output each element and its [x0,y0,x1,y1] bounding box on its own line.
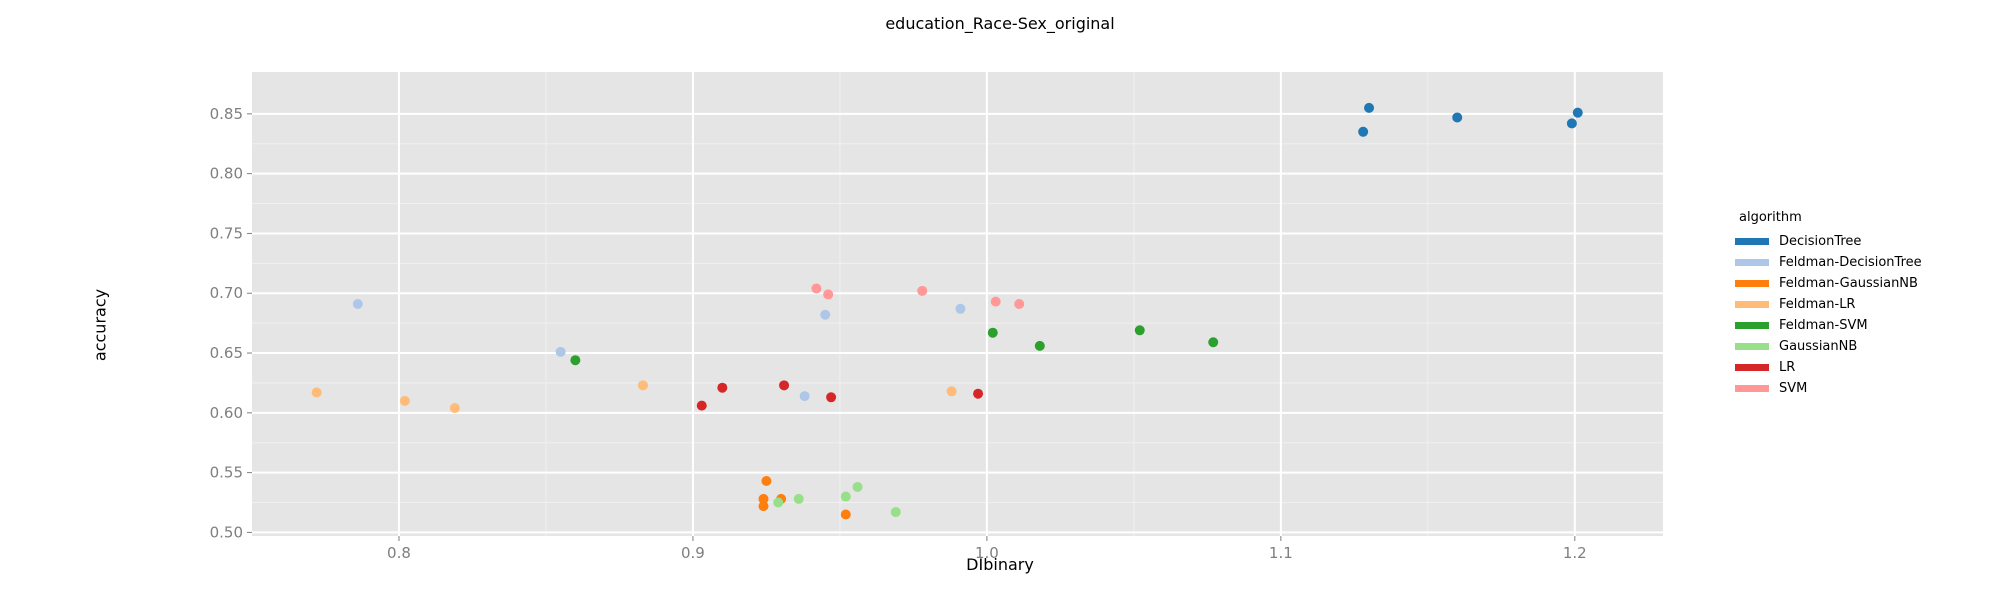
data-point [449,403,460,414]
legend-item: Feldman-LR [1735,294,1922,315]
data-point [1566,118,1577,129]
y-tick-label: 0.75 [210,224,243,242]
data-point [1364,102,1375,113]
data-point [761,475,772,486]
x-tick-label: 0.8 [387,544,411,562]
data-point [973,388,984,399]
data-point [1034,340,1045,351]
data-point [399,395,410,406]
y-tick-label: 0.80 [210,165,243,183]
data-point [840,491,851,502]
y-tick-label: 0.60 [210,404,243,422]
data-point [840,509,851,520]
data-point [779,380,790,391]
legend-swatch [1735,322,1769,329]
legend-item: GaussianNB [1735,336,1922,357]
legend-swatch [1735,364,1769,371]
legend-label: DecisionTree [1779,234,1862,249]
legend-label: GaussianNB [1779,339,1858,354]
y-tick-label: 0.65 [210,344,243,362]
data-point [311,387,322,398]
legend-swatch [1735,280,1769,287]
legend-item: Feldman-SVM [1735,315,1922,336]
data-point [826,392,837,403]
legend-swatch [1735,385,1769,392]
data-point [1134,325,1145,336]
y-tick-label: 0.50 [210,523,243,541]
data-point [987,327,998,338]
data-point [946,386,957,397]
data-point [758,501,769,512]
legend-label: Feldman-LR [1779,297,1856,312]
data-point [799,391,810,402]
data-point [990,296,1001,307]
data-point [1452,112,1463,123]
data-point [917,285,928,296]
data-point [793,493,804,504]
y-tick-label: 0.70 [210,284,243,302]
data-point [1014,299,1025,309]
y-axis-label: accuracy [90,288,110,362]
data-point [811,283,822,294]
legend-item: Feldman-DecisionTree [1735,252,1922,273]
legend-swatch [1735,343,1769,350]
x-tick-label: 1.2 [1563,544,1587,562]
data-point [1572,107,1583,118]
legend-item: SVM [1735,378,1922,399]
data-point [1208,337,1219,348]
data-point [717,382,728,393]
data-point [696,400,707,411]
data-point [352,299,363,309]
y-tick-label: 0.55 [210,464,243,482]
legend-item: Feldman-GaussianNB [1735,273,1922,294]
data-point [637,380,648,391]
data-point [820,309,831,320]
plot-panel [252,72,1663,536]
legend-label: Feldman-DecisionTree [1779,255,1922,270]
legend-label: Feldman-GaussianNB [1779,276,1918,291]
data-point [890,507,901,518]
legend-swatch [1735,238,1769,245]
data-point [852,481,863,492]
x-tick-label: 0.9 [681,544,705,562]
legend-label: Feldman-SVM [1779,318,1868,333]
data-point [758,493,769,504]
x-tick-label: 1.0 [975,544,999,562]
legend-swatch [1735,301,1769,308]
data-point [570,355,581,366]
legend-item: DecisionTree [1735,231,1922,252]
legend-label: SVM [1779,381,1808,396]
data-point [823,289,834,300]
legend-title: algorithm [1739,210,1802,225]
chart-title: education_Race-Sex_original [885,14,1115,33]
x-axis-label: DIbinary [966,555,1034,574]
legend: algorithm DecisionTree Feldman-DecisionTr… [1735,210,1922,399]
legend-label: LR [1779,360,1796,375]
data-point [955,303,966,314]
legend-item: LR [1735,357,1922,378]
data-point [1358,126,1369,137]
legend-swatch [1735,259,1769,266]
x-tick-label: 1.1 [1269,544,1293,562]
y-tick-label: 0.85 [210,105,243,123]
data-point [555,346,566,357]
data-point [773,497,784,508]
